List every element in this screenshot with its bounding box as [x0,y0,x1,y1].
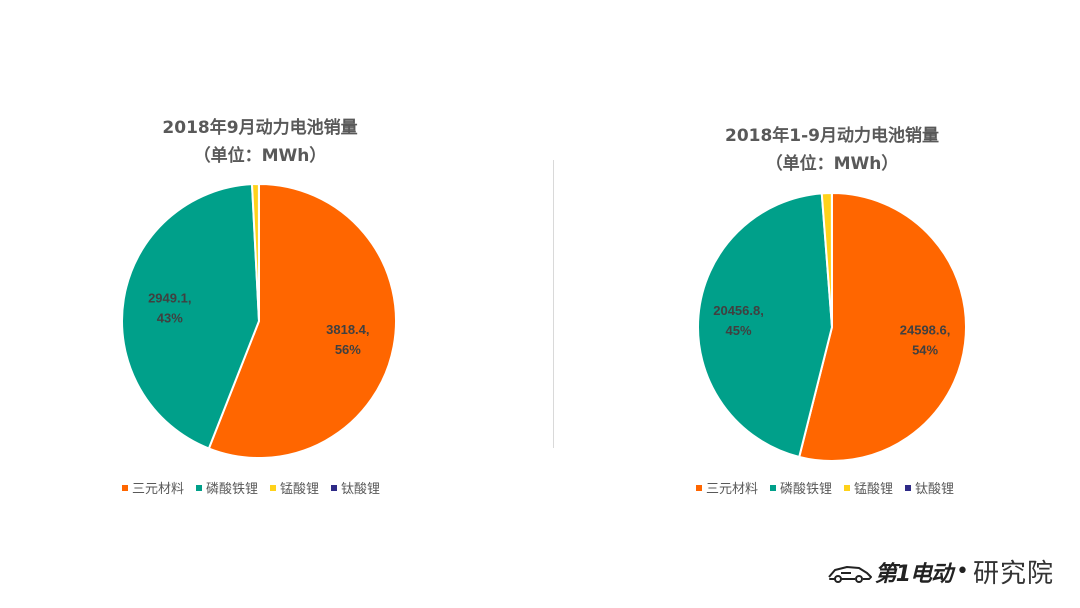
legend-label: 三元材料 [706,482,759,497]
chart-title-text: 2018年9月动力电池销量 [162,118,358,138]
car-icon [827,565,872,583]
legend-label: 钛酸锂 [915,482,955,497]
chart-title-monthly: 2018年9月动力电池销量 （单位：MWh） [150,114,370,170]
legend-item-lmo: 锰酸锂 [270,478,319,497]
legend-monthly: 三元材料 磷酸铁锂 锰酸锂 钛酸锂 [122,478,392,497]
data-label-value: 2949.1, [148,290,191,305]
chart-title-text: 2018年1-9月动力电池销量 [724,126,940,146]
chart-title-ytd: 2018年1-9月动力电池销量 （单位：MWh） [712,122,952,178]
legend-swatch-ternary [122,484,128,491]
legend-ytd: 三元材料 磷酸铁锂 锰酸锂 钛酸锂 [696,478,966,497]
legend-label: 三元材料 [132,482,185,497]
legend-swatch-lto [331,484,338,491]
data-label-value: 24598.6, [900,323,951,338]
legend-label: 磷酸铁锂 [206,482,259,497]
data-label-percent: 56% [335,342,361,357]
legend-label: 磷酸铁锂 [780,482,833,497]
logo-brand-text: 第1电动 [874,561,953,587]
legend-item-lmo: 锰酸锂 [844,478,893,497]
legend-item-ternary: 三元材料 [122,478,184,497]
slice-ternary [207,182,397,459]
pie-chart-monthly: 3818.4, 56% 2949.1, 43% [121,182,397,459]
legend-swatch-lmo [270,484,277,491]
legend-item-lfp: 磷酸铁锂 [196,478,258,497]
legend-label: 锰酸锂 [854,482,894,497]
legend-item-lto: 钛酸锂 [331,478,380,497]
data-label-value: 3818.4, [326,322,369,337]
slice-lfp [697,192,834,459]
legend-swatch-lfp [770,484,777,491]
legend-label: 钛酸锂 [341,482,381,497]
data-label-percent: 43% [157,310,183,325]
legend-swatch-lfp [196,484,203,491]
brand-logo: 第1电动 • 研究院 [827,553,1054,590]
chart-subtitle-text: （单位：MWh） [193,146,327,166]
legend-label: 锰酸锂 [280,482,320,497]
logo-dot: • [956,559,969,584]
chart-divider [553,160,554,448]
chart-subtitle-text: （单位：MWh） [765,154,899,174]
data-label-percent: 45% [726,323,752,338]
slice-ternary [798,191,967,462]
legend-swatch-lmo [844,484,851,491]
legend-swatch-lto [905,484,912,491]
legend-item-ternary: 三元材料 [696,478,758,497]
slice-lfp [121,183,261,450]
data-label-value: 20456.8, [713,303,764,318]
legend-swatch-ternary [696,484,702,491]
logo-research-text: 研究院 [972,559,1054,589]
legend-item-lfp: 磷酸铁锂 [770,478,832,497]
data-label-percent: 54% [912,343,938,358]
legend-item-lto: 钛酸锂 [905,478,954,497]
